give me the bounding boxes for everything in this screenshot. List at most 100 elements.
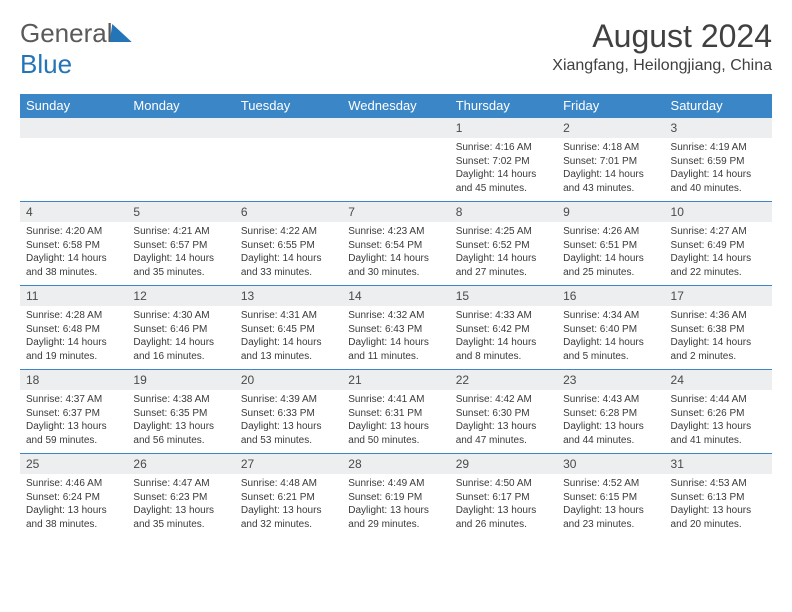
cell-body-empty xyxy=(342,138,449,190)
sunset-line: Sunset: 6:17 PM xyxy=(456,491,551,505)
cell-body: Sunrise: 4:31 AMSunset: 6:45 PMDaylight:… xyxy=(235,306,342,369)
calendar-cell: 26Sunrise: 4:47 AMSunset: 6:23 PMDayligh… xyxy=(127,454,234,538)
cell-body: Sunrise: 4:23 AMSunset: 6:54 PMDaylight:… xyxy=(342,222,449,285)
cell-body-empty xyxy=(127,138,234,190)
daylight-line: Daylight: 14 hours and 25 minutes. xyxy=(563,252,658,279)
calendar-cell: 10Sunrise: 4:27 AMSunset: 6:49 PMDayligh… xyxy=(665,202,772,286)
sunset-line: Sunset: 6:46 PM xyxy=(133,323,228,337)
daylight-line: Daylight: 13 hours and 41 minutes. xyxy=(671,420,766,447)
day-number: 3 xyxy=(665,118,772,138)
calendar-table: SundayMondayTuesdayWednesdayThursdayFrid… xyxy=(20,94,772,537)
cell-body: Sunrise: 4:33 AMSunset: 6:42 PMDaylight:… xyxy=(450,306,557,369)
sunrise-line: Sunrise: 4:44 AM xyxy=(671,393,766,407)
cell-body: Sunrise: 4:47 AMSunset: 6:23 PMDaylight:… xyxy=(127,474,234,537)
logo-triangle-icon xyxy=(109,24,134,42)
daylight-line: Daylight: 14 hours and 27 minutes. xyxy=(456,252,551,279)
day-number: 25 xyxy=(20,454,127,474)
cell-body: Sunrise: 4:39 AMSunset: 6:33 PMDaylight:… xyxy=(235,390,342,453)
sunset-line: Sunset: 6:59 PM xyxy=(671,155,766,169)
sunrise-line: Sunrise: 4:34 AM xyxy=(563,309,658,323)
day-number: 30 xyxy=(557,454,664,474)
calendar-cell: 30Sunrise: 4:52 AMSunset: 6:15 PMDayligh… xyxy=(557,454,664,538)
cell-body: Sunrise: 4:32 AMSunset: 6:43 PMDaylight:… xyxy=(342,306,449,369)
calendar-cell: 24Sunrise: 4:44 AMSunset: 6:26 PMDayligh… xyxy=(665,370,772,454)
daylight-line: Daylight: 14 hours and 30 minutes. xyxy=(348,252,443,279)
cell-body: Sunrise: 4:20 AMSunset: 6:58 PMDaylight:… xyxy=(20,222,127,285)
sunrise-line: Sunrise: 4:21 AM xyxy=(133,225,228,239)
sunset-line: Sunset: 6:55 PM xyxy=(241,239,336,253)
sunrise-line: Sunrise: 4:42 AM xyxy=(456,393,551,407)
weekday-header: Tuesday xyxy=(235,94,342,118)
sunset-line: Sunset: 6:57 PM xyxy=(133,239,228,253)
daylight-line: Daylight: 14 hours and 13 minutes. xyxy=(241,336,336,363)
sunset-line: Sunset: 6:13 PM xyxy=(671,491,766,505)
cell-body: Sunrise: 4:48 AMSunset: 6:21 PMDaylight:… xyxy=(235,474,342,537)
brand-logo: General Blue xyxy=(20,18,133,80)
day-number: 20 xyxy=(235,370,342,390)
daylight-line: Daylight: 13 hours and 35 minutes. xyxy=(133,504,228,531)
calendar-cell xyxy=(127,118,234,202)
sunset-line: Sunset: 6:35 PM xyxy=(133,407,228,421)
day-number: 31 xyxy=(665,454,772,474)
sunset-line: Sunset: 6:28 PM xyxy=(563,407,658,421)
day-number: 6 xyxy=(235,202,342,222)
daylight-line: Daylight: 13 hours and 56 minutes. xyxy=(133,420,228,447)
daylight-line: Daylight: 13 hours and 59 minutes. xyxy=(26,420,121,447)
calendar-cell: 2Sunrise: 4:18 AMSunset: 7:01 PMDaylight… xyxy=(557,118,664,202)
day-number: 12 xyxy=(127,286,234,306)
daylight-line: Daylight: 14 hours and 40 minutes. xyxy=(671,168,766,195)
sunrise-line: Sunrise: 4:46 AM xyxy=(26,477,121,491)
weekday-header: Sunday xyxy=(20,94,127,118)
day-number: 11 xyxy=(20,286,127,306)
cell-body: Sunrise: 4:41 AMSunset: 6:31 PMDaylight:… xyxy=(342,390,449,453)
daylight-line: Daylight: 14 hours and 38 minutes. xyxy=(26,252,121,279)
calendar-cell: 29Sunrise: 4:50 AMSunset: 6:17 PMDayligh… xyxy=(450,454,557,538)
calendar-cell xyxy=(342,118,449,202)
calendar-cell: 11Sunrise: 4:28 AMSunset: 6:48 PMDayligh… xyxy=(20,286,127,370)
cell-body: Sunrise: 4:26 AMSunset: 6:51 PMDaylight:… xyxy=(557,222,664,285)
sunset-line: Sunset: 6:37 PM xyxy=(26,407,121,421)
calendar-cell: 17Sunrise: 4:36 AMSunset: 6:38 PMDayligh… xyxy=(665,286,772,370)
sunset-line: Sunset: 6:48 PM xyxy=(26,323,121,337)
daylight-line: Daylight: 14 hours and 16 minutes. xyxy=(133,336,228,363)
cell-body-empty xyxy=(235,138,342,190)
calendar-cell: 13Sunrise: 4:31 AMSunset: 6:45 PMDayligh… xyxy=(235,286,342,370)
day-number: 28 xyxy=(342,454,449,474)
calendar-cell xyxy=(20,118,127,202)
calendar-cell: 23Sunrise: 4:43 AMSunset: 6:28 PMDayligh… xyxy=(557,370,664,454)
calendar-cell: 5Sunrise: 4:21 AMSunset: 6:57 PMDaylight… xyxy=(127,202,234,286)
calendar-cell: 6Sunrise: 4:22 AMSunset: 6:55 PMDaylight… xyxy=(235,202,342,286)
sunrise-line: Sunrise: 4:30 AM xyxy=(133,309,228,323)
sunset-line: Sunset: 7:02 PM xyxy=(456,155,551,169)
calendar-cell: 21Sunrise: 4:41 AMSunset: 6:31 PMDayligh… xyxy=(342,370,449,454)
calendar-cell xyxy=(235,118,342,202)
sunset-line: Sunset: 6:42 PM xyxy=(456,323,551,337)
calendar-cell: 4Sunrise: 4:20 AMSunset: 6:58 PMDaylight… xyxy=(20,202,127,286)
day-number: 27 xyxy=(235,454,342,474)
cell-body: Sunrise: 4:49 AMSunset: 6:19 PMDaylight:… xyxy=(342,474,449,537)
day-number: 10 xyxy=(665,202,772,222)
title-block: August 2024 Xiangfang, Heilongjiang, Chi… xyxy=(552,18,772,75)
daylight-line: Daylight: 13 hours and 47 minutes. xyxy=(456,420,551,447)
day-number: 14 xyxy=(342,286,449,306)
sunset-line: Sunset: 6:19 PM xyxy=(348,491,443,505)
cell-body: Sunrise: 4:38 AMSunset: 6:35 PMDaylight:… xyxy=(127,390,234,453)
cell-body: Sunrise: 4:16 AMSunset: 7:02 PMDaylight:… xyxy=(450,138,557,201)
sunrise-line: Sunrise: 4:20 AM xyxy=(26,225,121,239)
calendar-cell: 27Sunrise: 4:48 AMSunset: 6:21 PMDayligh… xyxy=(235,454,342,538)
sunrise-line: Sunrise: 4:52 AM xyxy=(563,477,658,491)
daylight-line: Daylight: 14 hours and 11 minutes. xyxy=(348,336,443,363)
sunrise-line: Sunrise: 4:37 AM xyxy=(26,393,121,407)
calendar-cell: 15Sunrise: 4:33 AMSunset: 6:42 PMDayligh… xyxy=(450,286,557,370)
location-subtitle: Xiangfang, Heilongjiang, China xyxy=(552,57,772,75)
daylight-line: Daylight: 13 hours and 38 minutes. xyxy=(26,504,121,531)
cell-body: Sunrise: 4:27 AMSunset: 6:49 PMDaylight:… xyxy=(665,222,772,285)
sunrise-line: Sunrise: 4:39 AM xyxy=(241,393,336,407)
sunset-line: Sunset: 6:31 PM xyxy=(348,407,443,421)
cell-body: Sunrise: 4:34 AMSunset: 6:40 PMDaylight:… xyxy=(557,306,664,369)
sunrise-line: Sunrise: 4:38 AM xyxy=(133,393,228,407)
day-number: 15 xyxy=(450,286,557,306)
logo-word-2: Blue xyxy=(20,49,72,79)
calendar-cell: 7Sunrise: 4:23 AMSunset: 6:54 PMDaylight… xyxy=(342,202,449,286)
daylight-line: Daylight: 14 hours and 45 minutes. xyxy=(456,168,551,195)
